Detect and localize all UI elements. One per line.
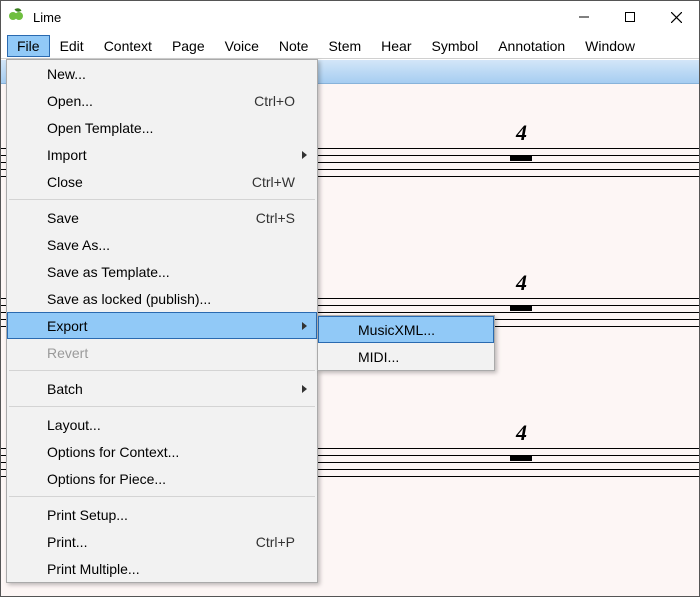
menu-label: Stem — [328, 38, 361, 54]
menu-label: Symbol — [432, 38, 479, 54]
menu-note[interactable]: Note — [269, 35, 319, 57]
file-menu-item-save-as-template[interactable]: Save as Template... — [7, 258, 317, 285]
whole-rest — [510, 155, 532, 161]
minimize-icon — [579, 12, 589, 22]
close-icon — [671, 12, 682, 23]
export-submenu: MusicXML... MIDI... — [317, 315, 495, 371]
menu-item-label: Layout... — [47, 417, 295, 433]
whole-rest — [510, 305, 532, 311]
menu-label: Hear — [381, 38, 411, 54]
menu-item-label: Revert — [47, 345, 295, 361]
menu-item-label: MIDI... — [358, 349, 472, 365]
file-menu-item-save-as-locked-publish[interactable]: Save as locked (publish)... — [7, 285, 317, 312]
menu-item-label: Open... — [47, 93, 254, 109]
minimize-button[interactable] — [561, 1, 607, 33]
menu-item-label: Open Template... — [47, 120, 295, 136]
menu-item-label: New... — [47, 66, 295, 82]
export-item-midi[interactable]: MIDI... — [318, 343, 494, 370]
submenu-arrow-icon — [302, 385, 307, 393]
file-menu-item-print-multiple[interactable]: Print Multiple... — [7, 555, 317, 582]
menu-item-shortcut: Ctrl+S — [256, 210, 295, 226]
file-menu-item-open[interactable]: Open...Ctrl+O — [7, 87, 317, 114]
close-button[interactable] — [653, 1, 699, 33]
maximize-button[interactable] — [607, 1, 653, 33]
time-signature: 4 — [516, 270, 527, 296]
menu-item-shortcut: Ctrl+O — [254, 93, 295, 109]
submenu-arrow-icon — [302, 151, 307, 159]
menu-item-label: Batch — [47, 381, 295, 397]
time-signature: 4 — [516, 120, 527, 146]
menu-label: Page — [172, 38, 205, 54]
menu-item-label: Export — [47, 318, 295, 334]
menu-item-label: Options for Context... — [47, 444, 295, 460]
window-controls — [561, 1, 699, 33]
menu-separator — [9, 406, 315, 407]
file-menu-item-save[interactable]: SaveCtrl+S — [7, 204, 317, 231]
file-menu-item-export[interactable]: Export — [7, 312, 317, 339]
menu-stem[interactable]: Stem — [318, 35, 371, 57]
menu-item-label: Close — [47, 174, 252, 190]
file-menu-item-import[interactable]: Import — [7, 141, 317, 168]
time-signature: 4 — [516, 420, 527, 446]
menu-separator — [9, 496, 315, 497]
app-icon — [9, 9, 25, 25]
menu-separator — [9, 370, 315, 371]
menu-label: Window — [585, 38, 635, 54]
menu-window[interactable]: Window — [575, 35, 645, 57]
menu-item-label: Print Setup... — [47, 507, 295, 523]
menu-label: Annotation — [498, 38, 565, 54]
menu-annotation[interactable]: Annotation — [488, 35, 575, 57]
submenu-arrow-icon — [302, 322, 307, 330]
menu-page[interactable]: Page — [162, 35, 215, 57]
window-title: Lime — [31, 10, 561, 25]
menu-item-label: Save As... — [47, 237, 295, 253]
file-menu-item-print-setup[interactable]: Print Setup... — [7, 501, 317, 528]
menubar: File Edit Context Page Voice Note Stem Hear Symb… — [1, 33, 699, 59]
file-menu-dropdown: New... Open...Ctrl+O Open Template... Impor… — [6, 59, 318, 583]
maximize-icon — [625, 12, 635, 22]
menu-voice[interactable]: Voice — [215, 35, 269, 57]
menu-item-label: Save — [47, 210, 256, 226]
menu-item-label: Import — [47, 147, 295, 163]
menu-item-label: MusicXML... — [358, 322, 472, 338]
menu-item-label: Save as locked (publish)... — [47, 291, 295, 307]
file-menu-item-new[interactable]: New... — [7, 60, 317, 87]
menu-file[interactable]: File — [7, 35, 50, 57]
menu-separator — [9, 199, 315, 200]
menu-symbol[interactable]: Symbol — [422, 35, 489, 57]
menu-edit[interactable]: Edit — [50, 35, 94, 57]
file-menu-item-open-template[interactable]: Open Template... — [7, 114, 317, 141]
menu-item-label: Options for Piece... — [47, 471, 295, 487]
file-menu-item-layout[interactable]: Layout... — [7, 411, 317, 438]
file-menu-item-close[interactable]: CloseCtrl+W — [7, 168, 317, 195]
menu-item-shortcut: Ctrl+W — [252, 174, 295, 190]
app-window: Lime File Edit Context Page Voice Note Stem Hea… — [0, 0, 700, 597]
menu-item-label: Print Multiple... — [47, 561, 295, 577]
menu-hear[interactable]: Hear — [371, 35, 421, 57]
export-item-musicxml[interactable]: MusicXML... — [318, 316, 494, 343]
menu-item-label: Print... — [47, 534, 256, 550]
file-menu-item-save-as[interactable]: Save As... — [7, 231, 317, 258]
menu-label: Edit — [60, 38, 84, 54]
whole-rest — [510, 455, 532, 461]
file-menu-item-options-for-context[interactable]: Options for Context... — [7, 438, 317, 465]
menu-label: Note — [279, 38, 309, 54]
file-menu-item-revert: Revert — [7, 339, 317, 366]
file-menu-item-options-for-piece[interactable]: Options for Piece... — [7, 465, 317, 492]
titlebar: Lime — [1, 1, 699, 33]
menu-label: Context — [104, 38, 152, 54]
menu-context[interactable]: Context — [94, 35, 162, 57]
file-menu-item-batch[interactable]: Batch — [7, 375, 317, 402]
menu-item-shortcut: Ctrl+P — [256, 534, 295, 550]
menu-label: Voice — [225, 38, 259, 54]
menu-label: File — [17, 38, 40, 54]
menu-item-label: Save as Template... — [47, 264, 295, 280]
file-menu-item-print[interactable]: Print...Ctrl+P — [7, 528, 317, 555]
